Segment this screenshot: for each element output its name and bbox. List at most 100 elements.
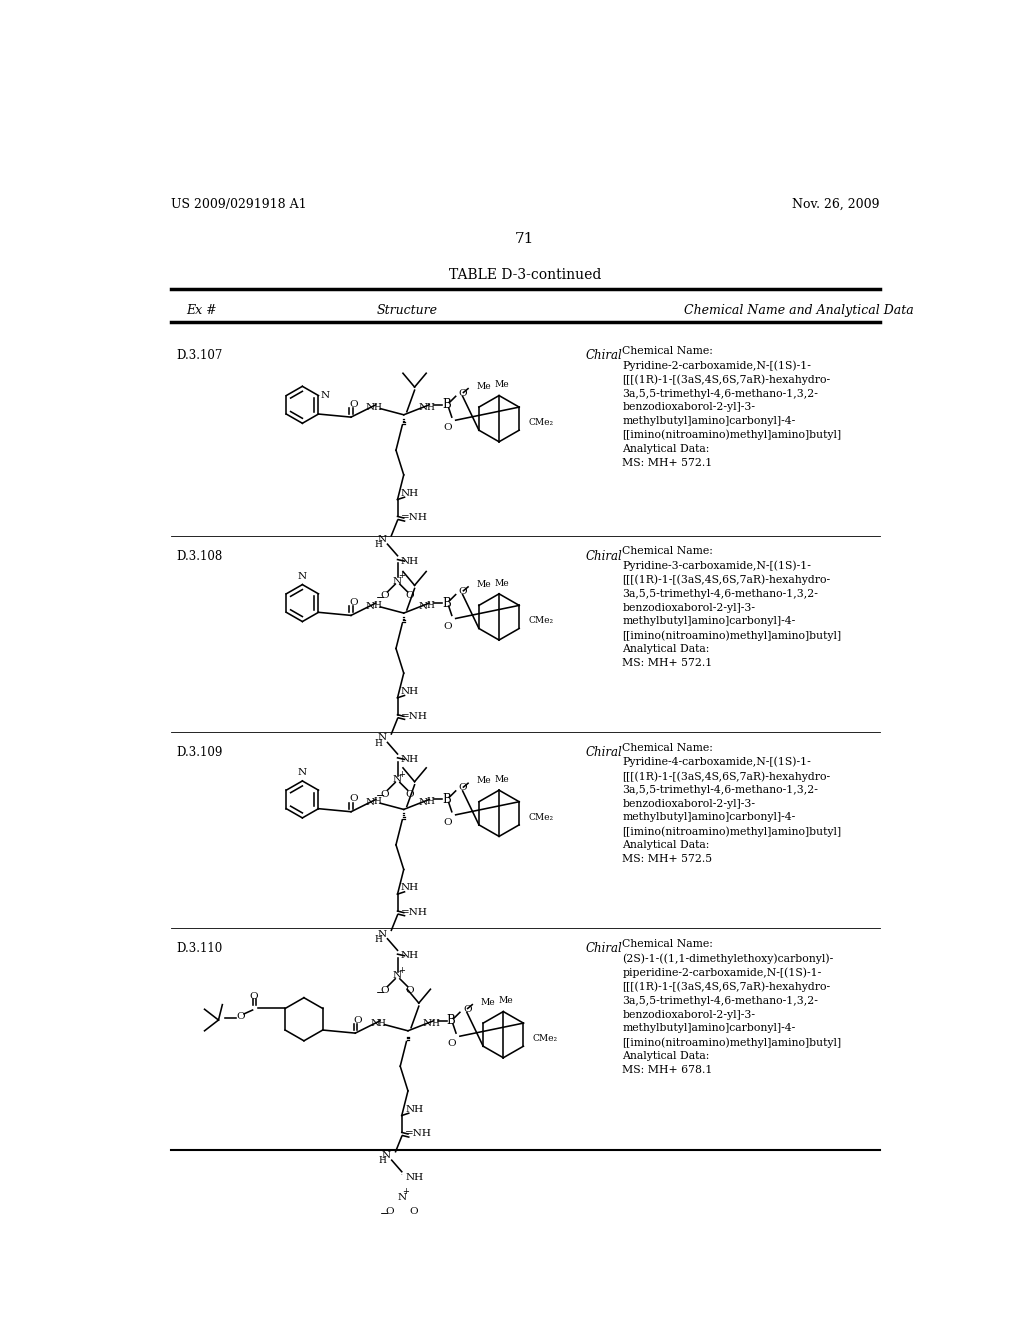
Text: NH: NH: [400, 488, 419, 498]
Text: O: O: [459, 783, 467, 792]
Text: +: +: [398, 572, 404, 581]
Text: Me: Me: [494, 578, 509, 587]
Text: H: H: [374, 601, 381, 610]
Text: Me: Me: [494, 775, 509, 784]
Text: H: H: [378, 1019, 386, 1027]
Text: D.3.107: D.3.107: [176, 350, 222, 363]
Text: −: −: [376, 987, 385, 998]
Text: H: H: [374, 540, 382, 549]
Text: −: −: [376, 792, 385, 801]
Text: O: O: [385, 1208, 393, 1216]
Text: H: H: [431, 1019, 439, 1027]
Text: N: N: [366, 602, 375, 611]
Text: N: N: [321, 391, 330, 400]
Text: O: O: [459, 587, 467, 597]
Text: O: O: [443, 818, 453, 826]
Text: −: −: [380, 1209, 389, 1220]
Text: Chemical Name:
Pyridine-2-carboxamide,N-[(1S)-1-
[[[(1R)-1-[(3aS,4S,6S,7aR)-hexa: Chemical Name: Pyridine-2-carboxamide,N-…: [623, 346, 842, 467]
Text: +: +: [398, 770, 404, 779]
Text: Chemical Name:
(2S)-1-((1,1-dimethylethoxy)carbonyl)-
piperidine-2-carboxamide,N: Chemical Name: (2S)-1-((1,1-dimethyletho…: [623, 940, 842, 1074]
Text: N: N: [298, 768, 307, 777]
Text: Structure: Structure: [377, 305, 437, 317]
Text: B: B: [442, 793, 451, 807]
Text: O: O: [349, 795, 357, 803]
Text: N: N: [393, 775, 402, 784]
Text: H: H: [427, 403, 435, 412]
Text: N: N: [366, 799, 375, 807]
Text: NH: NH: [400, 688, 419, 696]
Text: N: N: [419, 404, 428, 412]
Text: TABLE D-3-continued: TABLE D-3-continued: [449, 268, 601, 282]
Text: N: N: [378, 734, 387, 742]
Text: O: O: [463, 1005, 472, 1014]
Text: Chiral: Chiral: [586, 549, 622, 562]
Text: Chemical Name and Analytical Data: Chemical Name and Analytical Data: [684, 305, 914, 317]
Text: NH: NH: [400, 952, 419, 960]
Text: Me: Me: [499, 997, 513, 1006]
Text: CMe₂: CMe₂: [532, 1034, 558, 1043]
Text: N: N: [423, 1019, 432, 1028]
Text: O: O: [237, 1011, 246, 1020]
Text: N: N: [366, 404, 375, 412]
Text: N: N: [378, 929, 387, 939]
Text: O: O: [443, 622, 453, 631]
Text: H: H: [374, 403, 381, 412]
Text: CMe₂: CMe₂: [528, 813, 554, 821]
Text: N: N: [393, 577, 402, 586]
Text: H: H: [374, 739, 382, 747]
Text: Chemical Name:
Pyridine-4-carboxamide,N-[(1S)-1-
[[[(1R)-1-[(3aS,4S,6S,7aR)-hexa: Chemical Name: Pyridine-4-carboxamide,N-…: [623, 743, 842, 865]
Text: O: O: [406, 591, 415, 601]
Text: H: H: [374, 797, 381, 807]
Text: B: B: [446, 1014, 455, 1027]
Text: =NH: =NH: [406, 1130, 432, 1138]
Text: N: N: [397, 1193, 407, 1201]
Text: NH: NH: [400, 755, 419, 764]
Text: O: O: [381, 789, 389, 799]
Text: O: O: [406, 789, 415, 799]
Text: Chiral: Chiral: [586, 746, 622, 759]
Text: N: N: [378, 535, 387, 544]
Text: Ex #: Ex #: [186, 305, 217, 317]
Text: N: N: [419, 602, 428, 611]
Text: =NH: =NH: [401, 711, 428, 721]
Text: Me: Me: [494, 380, 509, 389]
Text: N: N: [298, 572, 307, 581]
Text: NH: NH: [400, 557, 419, 565]
Text: Chiral: Chiral: [586, 350, 622, 363]
Text: Me: Me: [481, 998, 496, 1007]
Text: 71: 71: [515, 232, 535, 247]
Text: Chemical Name:
Pyridine-3-carboxamide,N-[(1S)-1-
[[[(1R)-1-[(3aS,4S,6S,7aR)-hexa: Chemical Name: Pyridine-3-carboxamide,N-…: [623, 546, 842, 668]
Text: N: N: [419, 799, 428, 807]
Text: O: O: [250, 991, 258, 1001]
Text: +: +: [398, 966, 404, 975]
Text: O: O: [406, 986, 415, 995]
Text: H: H: [374, 935, 382, 944]
Text: Chiral: Chiral: [586, 942, 622, 956]
Text: Nov. 26, 2009: Nov. 26, 2009: [793, 198, 880, 211]
Text: =NH: =NH: [401, 908, 428, 917]
Text: D.3.109: D.3.109: [176, 746, 222, 759]
Text: NH: NH: [400, 883, 419, 892]
Text: NH: NH: [406, 1105, 423, 1114]
Text: −: −: [376, 593, 385, 603]
Text: CMe₂: CMe₂: [528, 418, 554, 426]
Text: D.3.110: D.3.110: [176, 942, 222, 956]
Text: O: O: [443, 424, 453, 432]
Text: O: O: [349, 598, 357, 607]
Text: N: N: [370, 1019, 379, 1028]
Text: O: O: [381, 591, 389, 601]
Text: O: O: [349, 400, 357, 408]
Text: H: H: [379, 1156, 386, 1166]
Text: O: O: [353, 1015, 361, 1024]
Text: H: H: [427, 601, 435, 610]
Text: Me: Me: [476, 776, 492, 785]
Text: O: O: [410, 1208, 419, 1216]
Text: CMe₂: CMe₂: [528, 616, 554, 626]
Text: O: O: [459, 389, 467, 397]
Text: Me: Me: [476, 579, 492, 589]
Text: N: N: [382, 1151, 391, 1160]
Text: B: B: [442, 399, 451, 412]
Text: Me: Me: [476, 381, 492, 391]
Text: US 2009/0291918 A1: US 2009/0291918 A1: [171, 198, 306, 211]
Text: H: H: [427, 797, 435, 807]
